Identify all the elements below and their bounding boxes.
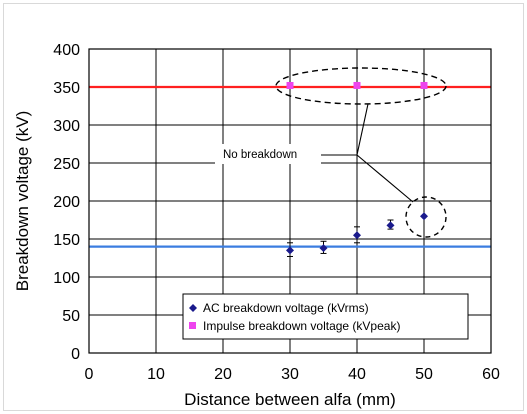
impulse-data-point	[286, 81, 294, 89]
annotation-leader-line	[321, 103, 414, 203]
x-tick-label: 60	[482, 366, 500, 383]
y-tick-label: 100	[53, 270, 80, 287]
x-tick-label: 10	[147, 366, 165, 383]
y-tick-label: 0	[71, 346, 80, 363]
data-points	[286, 81, 428, 257]
impulse-data-point	[420, 81, 428, 89]
legend-marker-impulse	[189, 322, 196, 329]
x-tick-label: 50	[415, 366, 433, 383]
y-tick-label: 250	[53, 156, 80, 173]
annotation-label-box	[215, 144, 321, 164]
legend-label-impulse: Impulse breakdown voltage (kVpeak)	[203, 319, 400, 333]
y-tick-label: 200	[53, 194, 80, 211]
ac-data-point	[420, 212, 428, 221]
x-tick-label: 20	[214, 366, 232, 383]
x-tick-label: 0	[85, 366, 94, 383]
y-tick-label: 50	[62, 308, 80, 325]
y-tick-label: 150	[53, 232, 80, 249]
x-tick-label: 30	[281, 366, 299, 383]
legend: AC breakdown voltage (kVrms) Impulse bre…	[182, 293, 469, 340]
impulse-group-ellipse	[275, 67, 447, 105]
x-tick-labels: 0 10 20 30 40 50 60	[85, 366, 500, 383]
no-breakdown-annotation: No breakdown	[215, 67, 447, 238]
y-axis-title: Breakdown voltage (kV)	[13, 111, 32, 291]
plot-border	[88, 48, 492, 354]
y-tick-label: 300	[53, 118, 80, 135]
legend-marker-ac	[189, 304, 197, 312]
y-tick-label: 350	[53, 80, 80, 97]
y-tick-labels: 0 50 100 150 200 250 300 350 400	[53, 42, 80, 363]
ac-50mm-circle	[405, 196, 447, 238]
ac-data-point	[286, 246, 294, 255]
x-axis-title: Distance between alfa (mm)	[184, 390, 396, 409]
impulse-data-point	[353, 81, 361, 89]
y-tick-label: 400	[53, 42, 80, 59]
legend-box	[182, 293, 469, 340]
ac-data-point	[353, 231, 361, 240]
legend-label-ac: AC breakdown voltage (kVrms)	[203, 301, 369, 315]
ac-data-point	[386, 221, 395, 230]
annotation-text: No breakdown	[223, 149, 297, 161]
ac-data-point	[319, 244, 328, 253]
x-tick-label: 40	[348, 366, 366, 383]
